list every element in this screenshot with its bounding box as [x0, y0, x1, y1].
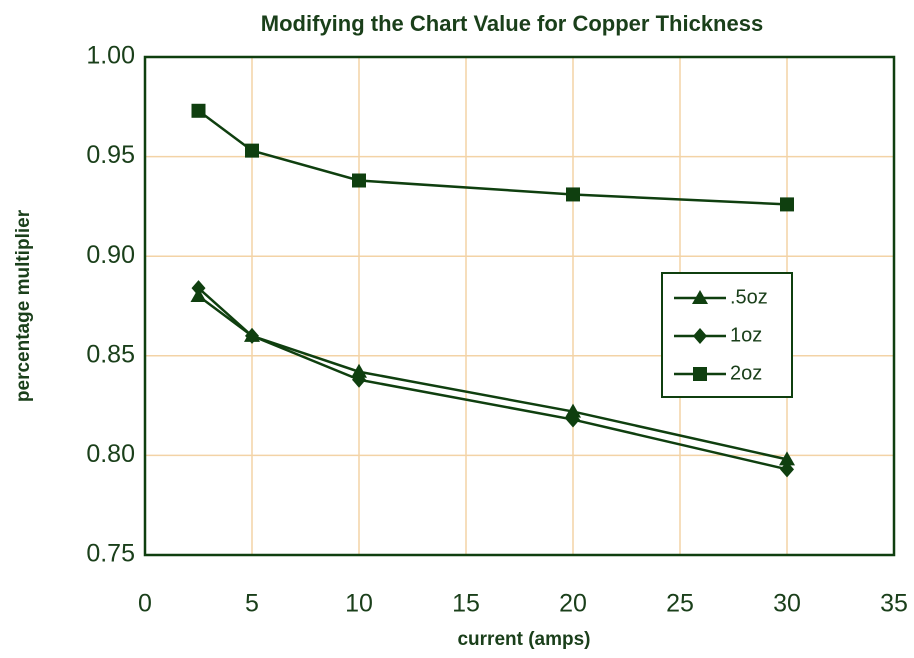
y-tick-label: 1.00	[86, 42, 135, 70]
x-tick-label: 0	[138, 590, 152, 618]
y-tick-label: 0.80	[86, 440, 135, 468]
legend-label: .5oz	[730, 286, 768, 308]
x-tick-label: 20	[559, 590, 587, 618]
marker	[352, 371, 366, 388]
marker	[780, 461, 794, 478]
x-tick-label: 35	[880, 590, 908, 618]
y-tick-label: 0.90	[86, 241, 135, 269]
marker	[565, 403, 581, 418]
x-tick-label: 25	[666, 590, 694, 618]
x-tick-label: 5	[245, 590, 259, 618]
marker	[780, 197, 794, 212]
y-tick-label: 0.75	[86, 540, 135, 568]
plot-frame	[143, 55, 896, 557]
legend-marker	[692, 290, 708, 304]
x-axis-label: current (amps)	[457, 629, 590, 650]
marker	[779, 451, 795, 466]
marker	[566, 411, 580, 428]
x-tick-label: 10	[345, 590, 373, 618]
legend-label: 2oz	[730, 362, 762, 384]
y-tick-label: 0.85	[86, 340, 135, 368]
legend: .5oz 1oz 2oz	[661, 272, 793, 398]
y-axis-label: percentage multiplier	[13, 209, 34, 402]
marker	[566, 187, 580, 202]
x-tick-label: 30	[773, 590, 801, 618]
marker	[351, 363, 367, 378]
legend-label: 1oz	[730, 324, 762, 346]
marker	[352, 173, 366, 188]
marker	[245, 327, 259, 344]
marker	[191, 280, 206, 297]
legend-marker	[693, 328, 707, 344]
series-line	[197, 109, 788, 206]
chart-title: Modifying the Chart Value for Copper Thi…	[261, 11, 763, 36]
x-tick-label: 15	[452, 590, 480, 618]
y-tick-label: 0.95	[86, 141, 135, 169]
marker	[245, 143, 259, 158]
legend-marker	[693, 367, 707, 381]
marker	[191, 103, 206, 118]
